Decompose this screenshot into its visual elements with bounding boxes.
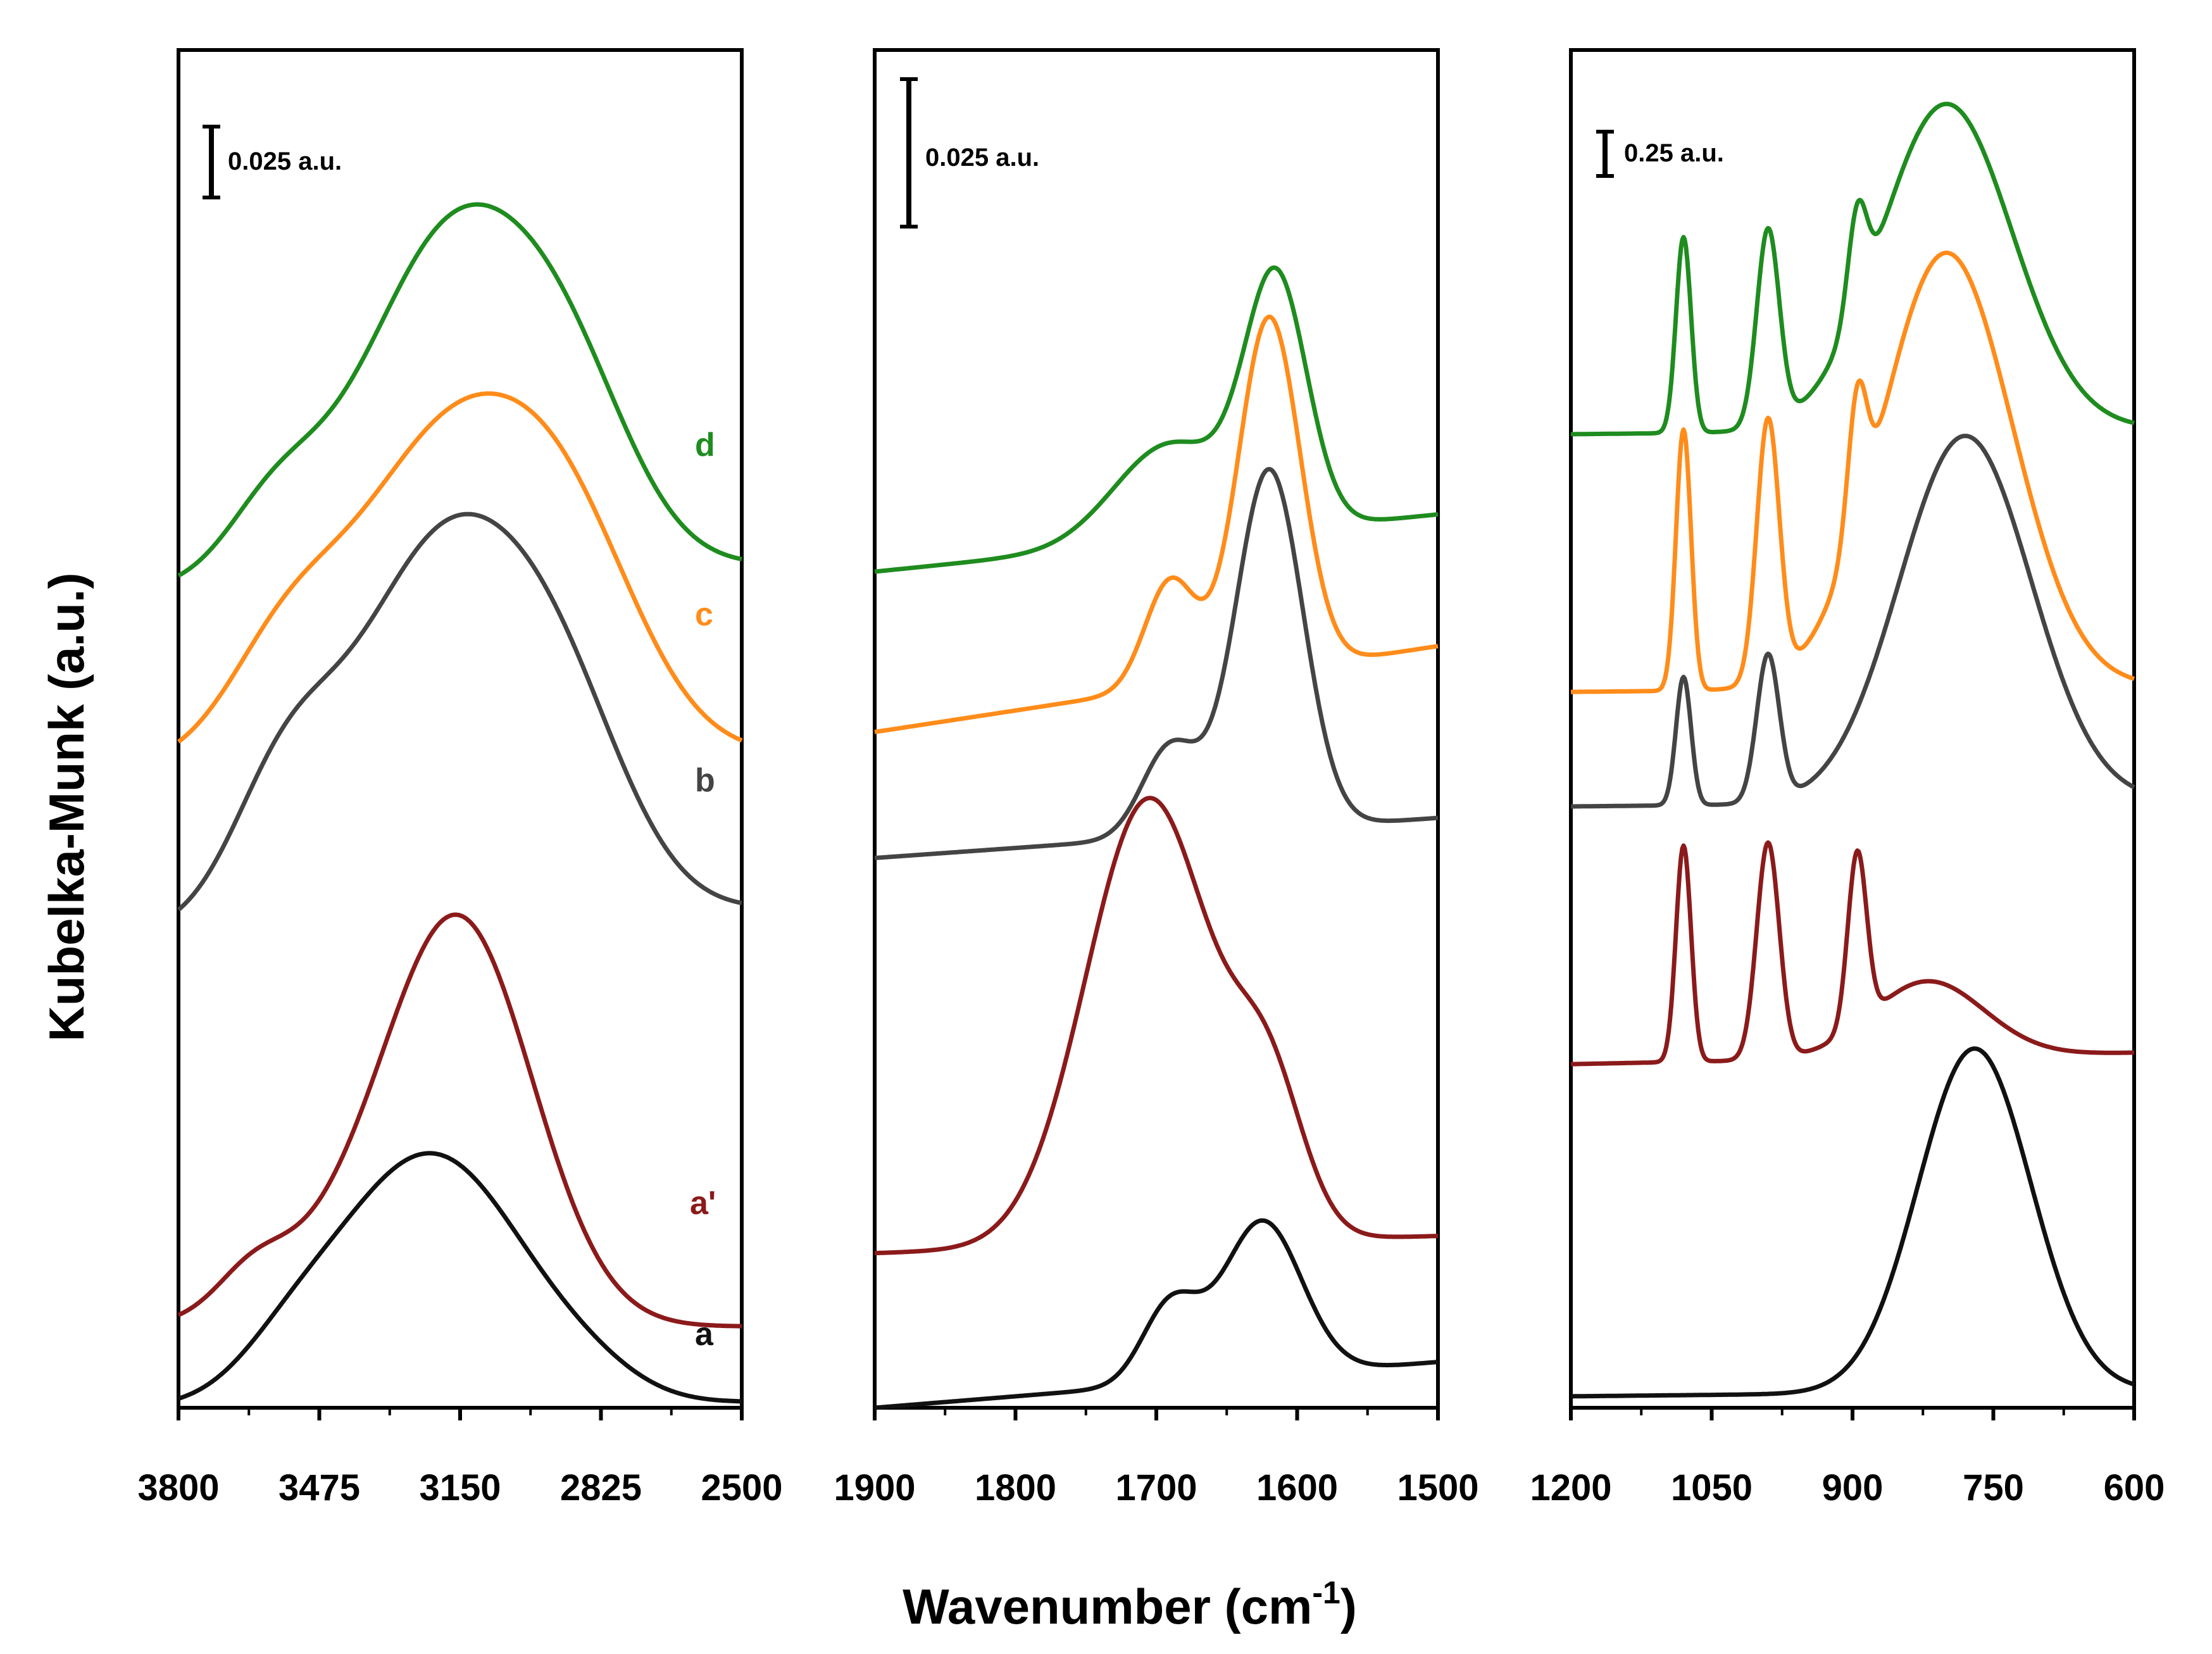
x-tick-label: 1600 xyxy=(1256,1467,1338,1508)
spectra-curves xyxy=(873,265,1439,1410)
x-tick-label: 1500 xyxy=(1397,1467,1478,1508)
spectrum-c xyxy=(1570,250,2135,694)
spectra-curves xyxy=(1570,101,2135,1399)
panel-frame xyxy=(1569,48,2136,1410)
panel-framework: 1200 1050 900 750 600 0.25 a.u. xyxy=(1530,48,2165,1508)
x-tick-label: 2825 xyxy=(560,1467,642,1508)
curve-label-b: b xyxy=(695,762,715,799)
scale-bar: 0.25 a.u. xyxy=(1596,130,1724,178)
y-axis-title: Kubelka-Munk (a.u.) xyxy=(39,572,94,1041)
spectrum-a-prime xyxy=(177,912,743,1329)
scale-bar-label: 0.25 a.u. xyxy=(1624,139,1724,167)
x-axis-ticks: 3800 3475 3150 2825 2500 xyxy=(137,1408,783,1508)
spectrum-d xyxy=(1570,101,2135,437)
panel-oh-stretching: 3800 3475 3150 2825 2500 0.025 a.u. d c b a'… xyxy=(137,48,783,1508)
x-axis-ticks: 1200 1050 900 750 600 xyxy=(1530,1408,2165,1508)
spectrum-a-prime xyxy=(873,796,1439,1256)
x-tick-label: 1800 xyxy=(975,1467,1056,1508)
x-axis-title-superscript: -1 xyxy=(1312,1575,1340,1610)
spectrum-b xyxy=(1570,434,2135,809)
spectrum-c xyxy=(873,315,1439,734)
scale-bar-label: 0.025 a.u. xyxy=(925,144,1039,172)
spectrum-d xyxy=(873,265,1439,574)
spectrum-c xyxy=(177,391,743,744)
curve-label-d: d xyxy=(695,427,715,463)
panel-frame xyxy=(873,48,1440,1410)
spectrum-a-prime xyxy=(1570,840,2135,1067)
x-axis-title: Wavenumber (cm-1) xyxy=(903,1575,1357,1634)
x-tick-label: 900 xyxy=(1822,1467,1884,1508)
x-tick-label: 1700 xyxy=(1115,1467,1197,1508)
x-tick-label: 3475 xyxy=(278,1467,360,1508)
panel-frame xyxy=(177,48,744,1410)
x-axis-ticks: 1900 1800 1700 1600 1500 xyxy=(834,1408,1479,1508)
spectrum-b xyxy=(177,511,743,912)
x-axis-title-suffix: ) xyxy=(1340,1579,1357,1634)
spectrum-a xyxy=(177,1151,743,1404)
x-tick-label: 750 xyxy=(1963,1467,2024,1508)
x-tick-label: 600 xyxy=(2104,1467,2165,1508)
spectrum-a xyxy=(1570,1046,2135,1399)
spectrum-a xyxy=(873,1218,1439,1410)
scale-bar-label: 0.025 a.u. xyxy=(228,147,342,175)
x-tick-label: 2500 xyxy=(701,1467,782,1508)
x-tick-label: 1050 xyxy=(1671,1467,1753,1508)
x-axis-title-main: Wavenumber (cm xyxy=(903,1579,1312,1634)
x-tick-label: 3800 xyxy=(137,1467,219,1508)
x-tick-label: 3150 xyxy=(419,1467,501,1508)
curve-label-a-prime: a' xyxy=(690,1185,716,1222)
spectrum-d xyxy=(177,202,743,578)
curve-labels: d c b a' a xyxy=(690,427,716,1353)
spectra-curves xyxy=(177,202,743,1404)
scale-bar: 0.025 a.u. xyxy=(900,77,1039,229)
x-tick-label: 1900 xyxy=(834,1467,915,1508)
x-tick-label: 1200 xyxy=(1530,1467,1611,1508)
spectrum-b xyxy=(873,467,1439,860)
scale-bar: 0.025 a.u. xyxy=(203,125,342,199)
curve-label-a: a xyxy=(695,1316,714,1353)
panel-bending: 1900 1800 1700 1600 1500 0.025 a.u. xyxy=(834,48,1479,1508)
curve-label-c: c xyxy=(695,596,713,633)
